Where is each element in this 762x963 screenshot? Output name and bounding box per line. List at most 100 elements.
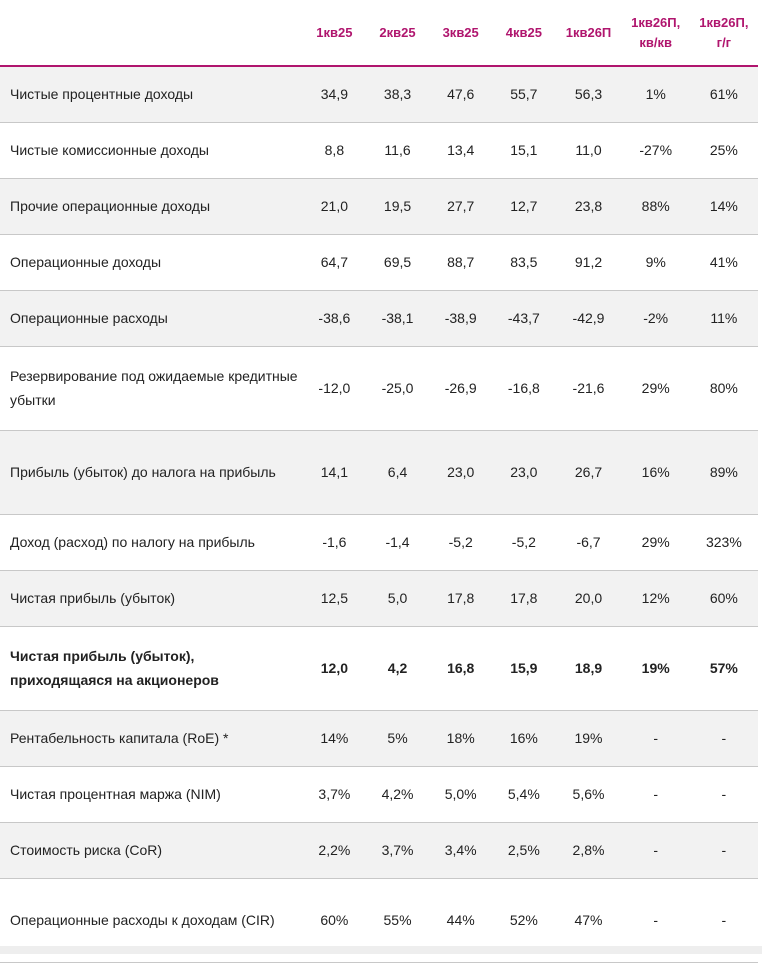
header-cell: 1кв26П: [555, 0, 622, 67]
value-cell: -27%: [621, 122, 690, 179]
value-cell: 20,0: [555, 570, 622, 627]
value-cell: 80%: [689, 346, 758, 431]
value-cell: 3,7%: [365, 822, 430, 879]
value-cell: 25%: [689, 122, 758, 179]
row-label: Доход (расход) по налогу на прибыль: [0, 514, 303, 571]
table-row: Операционные доходы 64,7 69,5 88,7 83,5 91,2 9…: [0, 234, 758, 291]
value-cell: -6,7: [555, 514, 622, 571]
value-cell: -38,1: [365, 290, 430, 347]
value-cell: 16%: [621, 430, 690, 515]
value-cell: 3,7%: [302, 766, 366, 823]
value-cell: 17,8: [429, 570, 493, 627]
value-cell: -: [621, 766, 690, 823]
table-row: Чистая процентная маржа (NIM) 3,7% 4,2% 5,0…: [0, 766, 758, 823]
value-cell: 56,3: [555, 66, 622, 123]
value-cell: -42,9: [555, 290, 622, 347]
header-cell: 1кв25: [302, 0, 366, 67]
value-cell: 16%: [492, 710, 556, 767]
value-cell: 23,0: [429, 430, 493, 515]
header-cell-line: г/г: [716, 34, 732, 50]
value-cell: 15,9: [492, 626, 556, 711]
value-cell: 5,6%: [555, 766, 622, 823]
value-cell: 12%: [621, 570, 690, 627]
value-cell: 5%: [365, 710, 430, 767]
row-label: Рентабельность капитала (RoE) *: [0, 710, 303, 767]
value-cell: 26,7: [555, 430, 622, 515]
value-cell: 9%: [621, 234, 690, 291]
value-cell: 41%: [689, 234, 758, 291]
header-cell: 2кв25: [365, 0, 430, 67]
value-cell: -38,9: [429, 290, 493, 347]
value-cell: 15,1: [492, 122, 556, 179]
value-cell: 11,0: [555, 122, 622, 179]
value-cell: 55,7: [492, 66, 556, 123]
value-cell: 14,1: [302, 430, 366, 515]
value-cell: 13,4: [429, 122, 493, 179]
value-cell: -1,4: [365, 514, 430, 571]
table-row: Прочие операционные доходы 21,0 19,5 27,7 12…: [0, 178, 758, 235]
value-cell: 17,8: [492, 570, 556, 627]
value-cell: 47,6: [429, 66, 493, 123]
value-cell: 11,6: [365, 122, 430, 179]
value-cell: -: [621, 710, 690, 767]
value-cell: -38,6: [302, 290, 366, 347]
value-cell: 18,9: [555, 626, 622, 711]
header-cell: 4кв25: [492, 0, 556, 67]
value-cell: -5,2: [429, 514, 493, 571]
value-cell: 89%: [689, 430, 758, 515]
row-label: Операционные доходы: [0, 234, 303, 291]
value-cell: 38,3: [365, 66, 430, 123]
value-cell: 12,0: [302, 626, 366, 711]
value-cell: 19,5: [365, 178, 430, 235]
header-cell-line: 1кв26П,: [631, 14, 681, 30]
header-label-cell: [0, 0, 303, 67]
value-cell: 29%: [621, 346, 690, 431]
row-label: Чистая прибыль (убыток): [0, 570, 303, 627]
table-row: Чистая прибыль (убыток) 12,5 5,0 17,8 17,8 20…: [0, 570, 758, 627]
row-label: Чистые комиссионные доходы: [0, 122, 303, 179]
value-cell: 2,8%: [555, 822, 622, 879]
value-cell: 57%: [689, 626, 758, 711]
value-cell: 5,0: [365, 570, 430, 627]
value-cell: -5,2: [492, 514, 556, 571]
value-cell: 14%: [689, 178, 758, 235]
value-cell: 19%: [621, 626, 690, 711]
value-cell: -: [689, 822, 758, 879]
value-cell: 64,7: [302, 234, 366, 291]
value-cell: 21,0: [302, 178, 366, 235]
row-label: Прочие операционные доходы: [0, 178, 303, 235]
table-row: Стоимость риска (CoR) 2,2% 3,7% 3,4% 2,5% 2,8…: [0, 822, 758, 879]
value-cell: 12,7: [492, 178, 556, 235]
value-cell: 27,7: [429, 178, 493, 235]
row-label: Стоимость риска (CoR): [0, 822, 303, 879]
header-cell: 1кв26П, г/г: [689, 0, 758, 67]
value-cell: 3,4%: [429, 822, 493, 879]
table-row: Операционные расходы -38,6 -38,1 -38,9 -43,7…: [0, 290, 758, 347]
value-cell: -43,7: [492, 290, 556, 347]
value-cell: 60%: [689, 570, 758, 627]
value-cell: 88,7: [429, 234, 493, 291]
table-header-row: 1кв25 2кв25 3кв25 4кв25 1кв26П 1кв26П, к…: [0, 0, 758, 67]
value-cell: -12,0: [302, 346, 366, 431]
value-cell: 2,2%: [302, 822, 366, 879]
row-label: Прибыль (убыток) до налога на прибыль: [0, 430, 303, 515]
value-cell: 16,8: [429, 626, 493, 711]
row-label: Операционные расходы: [0, 290, 303, 347]
row-label: Чистая процентная маржа (NIM): [0, 766, 303, 823]
row-label: Чистая прибыль (убыток), приходящаяся на…: [0, 626, 303, 711]
table-row: Рентабельность капитала (RoE) * 14% 5% 18% 1…: [0, 710, 758, 767]
value-cell: 6,4: [365, 430, 430, 515]
value-cell: 23,8: [555, 178, 622, 235]
value-cell: 12,5: [302, 570, 366, 627]
table-row: Чистые процентные доходы 34,9 38,3 47,6 55,7…: [0, 66, 758, 123]
table-row: Резервирование под ожидаемые кредитные у…: [0, 346, 758, 431]
value-cell: -26,9: [429, 346, 493, 431]
value-cell: 69,5: [365, 234, 430, 291]
table-row: Доход (расход) по налогу на прибыль -1,6-…: [0, 514, 758, 571]
row-label: Резервирование под ожидаемые кредитные у…: [0, 346, 303, 431]
value-cell: 8,8: [302, 122, 366, 179]
value-cell: 5,4%: [492, 766, 556, 823]
row-label: Чистые процентные доходы: [0, 66, 303, 123]
